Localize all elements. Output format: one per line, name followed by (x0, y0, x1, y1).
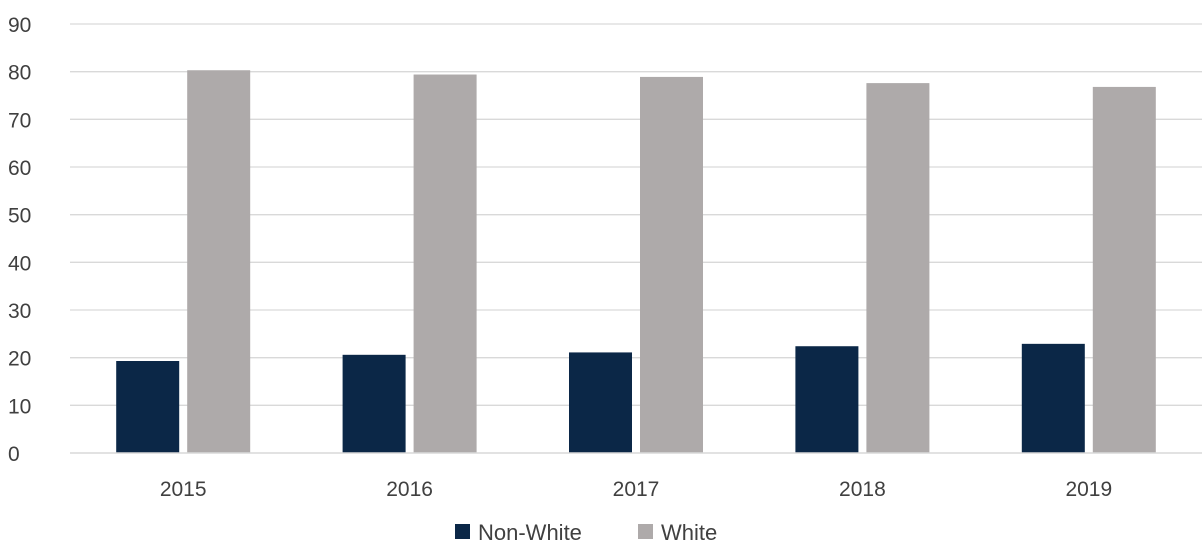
x-tick-label: 2019 (1065, 478, 1112, 501)
x-tick-label: 2017 (613, 478, 660, 501)
y-tick-label: 80 (8, 62, 31, 85)
legend: Non-White White (455, 520, 717, 542)
y-tick-label: 40 (8, 252, 31, 275)
bar-white-2018 (866, 83, 930, 454)
gridlines (70, 23, 1202, 406)
legend-swatch (455, 524, 470, 539)
y-tick-label: 90 (8, 14, 31, 37)
bar-white-2019 (1092, 86, 1156, 454)
bar-white-2017 (640, 76, 703, 453)
y-tick-label: 50 (8, 205, 31, 228)
x-tick-label: 2016 (386, 478, 433, 501)
bar-non-white-2018 (795, 346, 859, 453)
bar-non-white-2017 (569, 352, 632, 453)
y-tick-label: 0 (8, 443, 20, 466)
y-tick-label: 20 (8, 348, 31, 371)
y-axis-tick-labels: 0 10 20 30 40 50 60 70 80 90 (8, 14, 31, 466)
legend-label: Non-White (478, 520, 582, 542)
y-tick-label: 10 (8, 395, 31, 418)
bar-non-white-2015 (116, 361, 180, 453)
x-tick-label: 2015 (160, 478, 207, 501)
x-axis-tick-labels: 2015 2016 2017 2018 2019 (160, 478, 1112, 501)
bar-non-white-2016 (342, 354, 406, 453)
bar-non-white-2019 (1021, 343, 1085, 453)
legend-swatch (638, 524, 653, 539)
bar-white-2015 (187, 70, 251, 453)
y-tick-label: 60 (8, 157, 31, 180)
y-tick-label: 30 (8, 300, 31, 323)
y-tick-label: 70 (8, 109, 31, 132)
legend-label: White (661, 520, 717, 542)
bars (116, 70, 1156, 454)
bar-white-2016 (413, 74, 477, 453)
x-tick-label: 2018 (839, 478, 886, 501)
